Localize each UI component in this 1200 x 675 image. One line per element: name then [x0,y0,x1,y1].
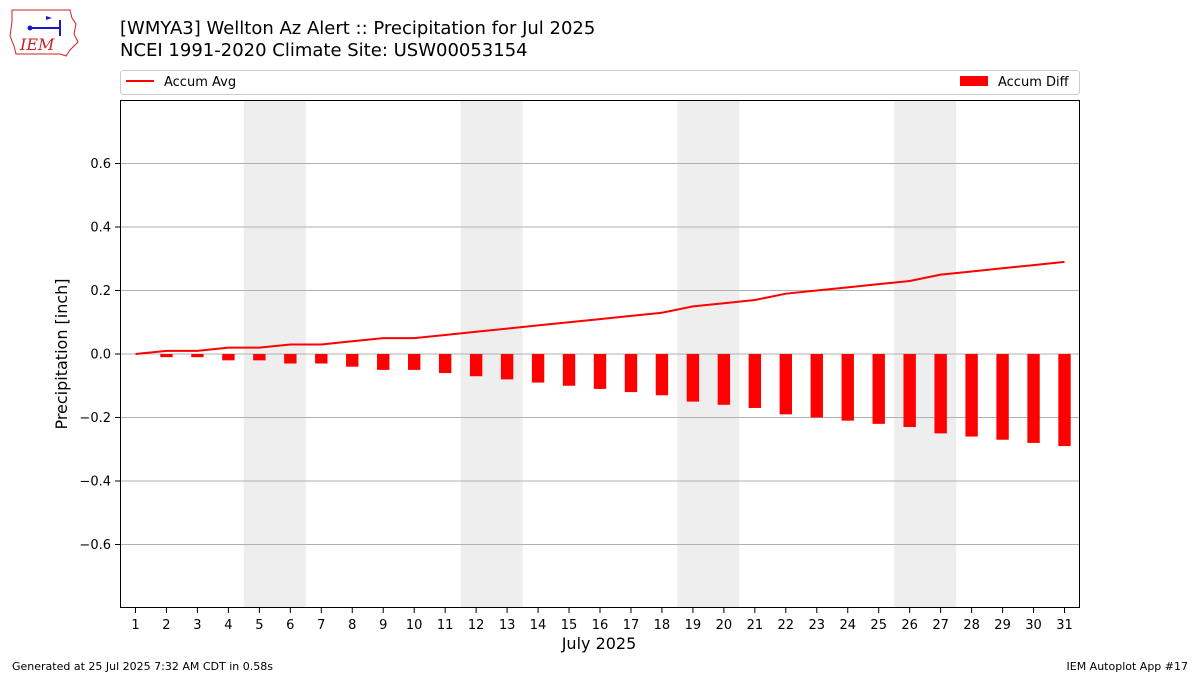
bar-day-23 [810,354,823,418]
bar-day-7 [315,354,328,364]
x-tick-label: 5 [255,618,263,633]
line-accum-avg [135,260,1065,355]
footer-generated: Generated at 25 Jul 2025 7:32 AM CDT in … [12,660,273,673]
x-tick-label: 12 [468,618,485,633]
iem-logo: IEM [9,9,79,57]
bar-day-16 [593,354,607,389]
chart-title: [WMYA3] Wellton Az Alert :: Precipitatio… [120,18,596,39]
x-tick-label: 15 [561,618,578,633]
x-tick-label: 19 [685,618,702,633]
bar-day-22 [779,354,792,415]
bar-day-5 [253,354,266,361]
state-outline [9,9,79,57]
bar-day-12 [469,354,483,377]
y-tick-label: −0.4 [79,475,111,490]
x-tick-label: 3 [193,618,201,633]
bar-day-31 [1058,354,1071,447]
x-tick-label: 25 [870,618,887,633]
bars-accum-diff [160,354,1071,447]
x-tick-label: 22 [778,618,795,633]
x-tick-label: 9 [379,618,387,633]
x-tick-label: 13 [499,618,516,633]
x-tick-label: 29 [994,618,1011,633]
x-tick-label: 17 [623,618,640,633]
y-tick-label: 0.4 [90,221,111,236]
x-tick-label: 8 [348,618,356,633]
x-tick-label: 6 [286,618,294,633]
bar-day-14 [531,354,545,383]
x-tick-label: 11 [437,618,454,633]
bar-day-9 [377,354,390,370]
bar-day-29 [996,354,1009,440]
bar-day-27 [934,354,947,434]
logo-text: IEM [19,35,55,54]
bar-day-20 [717,354,731,405]
y-tick-label: −0.6 [79,538,111,553]
x-tick-label: 18 [654,618,671,633]
y-axis: −0.6 −0.4 −0.2 0.0 0.2 0.4 0.6 [79,157,120,553]
bar-day-6 [284,354,297,364]
x-tick-label: 23 [809,618,826,633]
y-axis-label: Precipitation [inch] [52,278,71,429]
legend-label-diff: Accum Diff [998,75,1070,90]
x-tick-label: 2 [162,618,170,633]
bar-day-10 [408,354,421,370]
y-tick-label: −0.2 [79,411,111,426]
x-tick-label: 21 [747,618,764,633]
x-tick-label: 30 [1025,618,1042,633]
y-tick-label: 0.2 [90,284,111,299]
chart-subtitle: NCEI 1991-2020 Climate Site: USW00053154 [120,40,528,61]
x-tick-label: 14 [530,618,547,633]
legend-frame [120,70,1080,95]
bar-day-28 [965,354,978,437]
bar-day-3 [191,354,204,358]
x-tick-label: 20 [716,618,733,633]
bar-day-15 [562,354,576,386]
x-axis-label: July 2025 [561,634,637,653]
legend-label-avg: Accum Avg [164,75,236,90]
bar-day-4 [222,354,235,361]
x-tick-label: 28 [963,618,980,633]
x-tick-label: 31 [1056,618,1073,633]
bar-day-11 [438,354,452,374]
footer-app: IEM Autoplot App #17 [1066,660,1189,673]
bar-day-30 [1027,354,1040,443]
bar-day-2 [160,354,173,358]
bar-day-8 [346,354,359,367]
bar-day-18 [655,354,669,396]
bar-day-13 [500,354,514,380]
y-tick-label: 0.6 [90,157,111,172]
bar-day-19 [686,354,700,402]
plot-frame [120,100,1080,608]
x-tick-label: 16 [592,618,609,633]
x-tick-label: 10 [406,618,423,633]
x-tick-label: 7 [317,618,325,633]
x-tick-label: 24 [839,618,856,633]
bar-day-26 [903,354,916,428]
legend-bar-swatch [960,76,988,86]
y-tick-label: 0.0 [90,348,111,363]
legend: Accum Avg Accum Diff [120,70,1080,95]
bar-day-21 [748,354,762,408]
bar-day-24 [841,354,854,421]
x-tick-label: 1 [131,618,139,633]
x-tick-label: 27 [932,618,949,633]
bar-day-25 [872,354,885,424]
x-axis: 1 2 3 4 5 6 7 8 9 10 11 12 13 14 15 16 17 18 19 20 21 22 23 24 2… [131,608,1073,633]
x-tick-label: 4 [224,618,232,633]
x-tick-label: 26 [901,618,918,633]
bar-day-17 [624,354,638,393]
